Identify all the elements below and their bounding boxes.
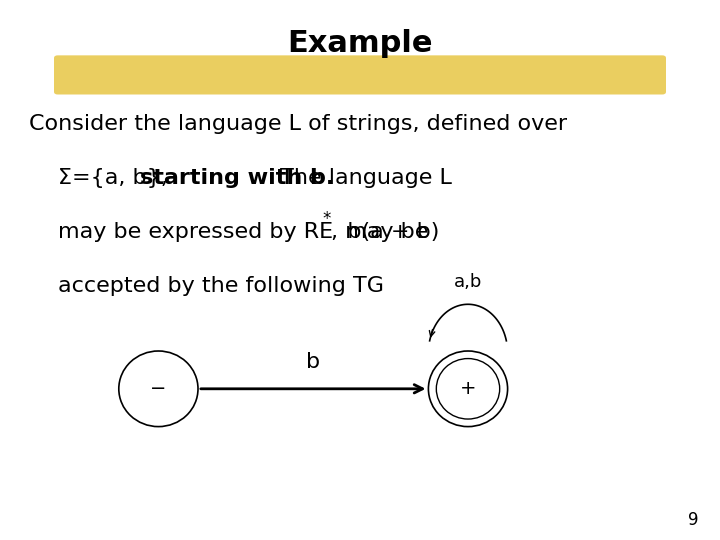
Text: b: b <box>306 352 320 372</box>
Text: , may be: , may be <box>331 222 428 242</box>
Text: 9: 9 <box>688 511 698 529</box>
Text: The language L: The language L <box>273 168 451 188</box>
FancyBboxPatch shape <box>54 56 666 94</box>
Text: −: − <box>150 379 166 399</box>
Text: +: + <box>460 379 476 399</box>
Text: a,b: a,b <box>454 273 482 291</box>
Text: may be expressed by RE  b(a + b): may be expressed by RE b(a + b) <box>58 222 439 242</box>
Text: accepted by the following TG: accepted by the following TG <box>58 276 384 296</box>
Text: Example: Example <box>287 29 433 58</box>
Text: Σ={a, b},: Σ={a, b}, <box>58 168 174 188</box>
Text: Consider the language L of strings, defined over: Consider the language L of strings, defi… <box>29 114 567 134</box>
Text: starting with b.: starting with b. <box>140 168 335 188</box>
Text: *: * <box>323 210 331 228</box>
